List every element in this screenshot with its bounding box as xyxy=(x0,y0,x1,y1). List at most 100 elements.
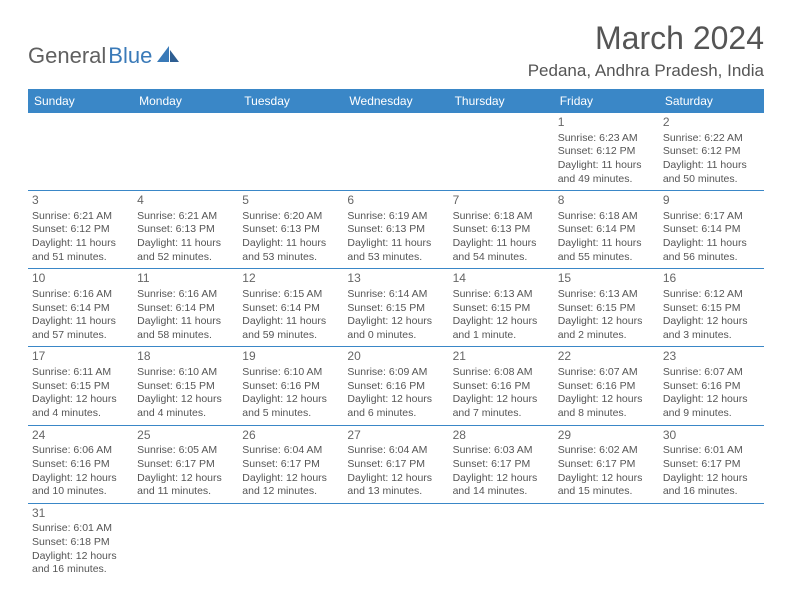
day-info-line: and 53 minutes. xyxy=(347,251,444,265)
day-number: 18 xyxy=(137,349,234,365)
day-number: 20 xyxy=(347,349,444,365)
day-info-line: and 58 minutes. xyxy=(137,329,234,343)
day-info-line: Daylight: 12 hours xyxy=(242,393,339,407)
day-info-line: Sunrise: 6:04 AM xyxy=(242,444,339,458)
day-header: Monday xyxy=(133,89,238,113)
calendar-cell xyxy=(449,503,554,581)
day-info-line: and 1 minute. xyxy=(453,329,550,343)
day-info-line: Sunrise: 6:02 AM xyxy=(558,444,655,458)
day-number: 4 xyxy=(137,193,234,209)
day-info-line: Sunset: 6:13 PM xyxy=(347,223,444,237)
day-info-line: Daylight: 12 hours xyxy=(32,393,129,407)
day-number: 15 xyxy=(558,271,655,287)
day-info-line: Daylight: 11 hours xyxy=(558,237,655,251)
day-info-line: Daylight: 11 hours xyxy=(347,237,444,251)
calendar-cell: 22Sunrise: 6:07 AMSunset: 6:16 PMDayligh… xyxy=(554,347,659,425)
day-info-line: Sunrise: 6:21 AM xyxy=(137,210,234,224)
calendar-cell: 18Sunrise: 6:10 AMSunset: 6:15 PMDayligh… xyxy=(133,347,238,425)
calendar-cell: 19Sunrise: 6:10 AMSunset: 6:16 PMDayligh… xyxy=(238,347,343,425)
day-number: 23 xyxy=(663,349,760,365)
day-number: 27 xyxy=(347,428,444,444)
day-info-line: Sunset: 6:15 PM xyxy=(663,302,760,316)
day-number: 19 xyxy=(242,349,339,365)
calendar-cell: 21Sunrise: 6:08 AMSunset: 6:16 PMDayligh… xyxy=(449,347,554,425)
day-info-line: Sunset: 6:16 PM xyxy=(453,380,550,394)
day-number: 5 xyxy=(242,193,339,209)
day-info-line: Sunset: 6:15 PM xyxy=(453,302,550,316)
day-info-line: and 50 minutes. xyxy=(663,173,760,187)
day-number: 1 xyxy=(558,115,655,131)
calendar-row: 24Sunrise: 6:06 AMSunset: 6:16 PMDayligh… xyxy=(28,425,764,503)
calendar-cell: 29Sunrise: 6:02 AMSunset: 6:17 PMDayligh… xyxy=(554,425,659,503)
day-info-line: Daylight: 11 hours xyxy=(137,237,234,251)
day-info-line: Sunset: 6:17 PM xyxy=(663,458,760,472)
day-info-line: and 53 minutes. xyxy=(242,251,339,265)
day-info-line: Sunset: 6:14 PM xyxy=(663,223,760,237)
calendar-cell: 25Sunrise: 6:05 AMSunset: 6:17 PMDayligh… xyxy=(133,425,238,503)
calendar-cell: 9Sunrise: 6:17 AMSunset: 6:14 PMDaylight… xyxy=(659,191,764,269)
day-info-line: Sunset: 6:14 PM xyxy=(137,302,234,316)
day-info-line: Sunset: 6:17 PM xyxy=(242,458,339,472)
day-info-line: Sunrise: 6:01 AM xyxy=(32,522,129,536)
day-info-line: Daylight: 12 hours xyxy=(347,393,444,407)
day-info-line: Daylight: 12 hours xyxy=(453,472,550,486)
day-info-line: and 3 minutes. xyxy=(663,329,760,343)
calendar-cell: 30Sunrise: 6:01 AMSunset: 6:17 PMDayligh… xyxy=(659,425,764,503)
day-info-line: Sunset: 6:13 PM xyxy=(242,223,339,237)
day-info-line: Sunset: 6:17 PM xyxy=(137,458,234,472)
day-info-line: Daylight: 12 hours xyxy=(242,472,339,486)
day-info-line: Sunset: 6:12 PM xyxy=(558,145,655,159)
calendar-cell: 20Sunrise: 6:09 AMSunset: 6:16 PMDayligh… xyxy=(343,347,448,425)
day-info-line: and 12 minutes. xyxy=(242,485,339,499)
calendar-row: 1Sunrise: 6:23 AMSunset: 6:12 PMDaylight… xyxy=(28,113,764,191)
day-info-line: Daylight: 12 hours xyxy=(663,472,760,486)
calendar-cell: 15Sunrise: 6:13 AMSunset: 6:15 PMDayligh… xyxy=(554,269,659,347)
day-info-line: Sunset: 6:12 PM xyxy=(663,145,760,159)
calendar-row: 31Sunrise: 6:01 AMSunset: 6:18 PMDayligh… xyxy=(28,503,764,581)
day-info-line: Daylight: 11 hours xyxy=(137,315,234,329)
day-info-line: Sunrise: 6:09 AM xyxy=(347,366,444,380)
day-header: Wednesday xyxy=(343,89,448,113)
day-info-line: Sunrise: 6:20 AM xyxy=(242,210,339,224)
day-info-line: Daylight: 12 hours xyxy=(32,472,129,486)
day-number: 14 xyxy=(453,271,550,287)
day-info-line: Daylight: 12 hours xyxy=(453,315,550,329)
day-info-line: Daylight: 12 hours xyxy=(137,393,234,407)
day-info-line: Daylight: 12 hours xyxy=(558,472,655,486)
calendar-table: Sunday Monday Tuesday Wednesday Thursday… xyxy=(28,89,764,581)
day-info-line: and 4 minutes. xyxy=(32,407,129,421)
day-info-line: Sunset: 6:16 PM xyxy=(663,380,760,394)
day-info-line: Daylight: 12 hours xyxy=(663,315,760,329)
calendar-cell: 10Sunrise: 6:16 AMSunset: 6:14 PMDayligh… xyxy=(28,269,133,347)
day-info-line: Daylight: 12 hours xyxy=(137,472,234,486)
calendar-cell: 7Sunrise: 6:18 AMSunset: 6:13 PMDaylight… xyxy=(449,191,554,269)
day-info-line: and 11 minutes. xyxy=(137,485,234,499)
calendar-cell: 28Sunrise: 6:03 AMSunset: 6:17 PMDayligh… xyxy=(449,425,554,503)
day-info-line: Sunset: 6:14 PM xyxy=(242,302,339,316)
calendar-cell xyxy=(28,113,133,191)
day-info-line: Daylight: 12 hours xyxy=(558,393,655,407)
day-info-line: and 5 minutes. xyxy=(242,407,339,421)
calendar-cell: 3Sunrise: 6:21 AMSunset: 6:12 PMDaylight… xyxy=(28,191,133,269)
day-info-line: and 15 minutes. xyxy=(558,485,655,499)
calendar-cell: 5Sunrise: 6:20 AMSunset: 6:13 PMDaylight… xyxy=(238,191,343,269)
calendar-cell xyxy=(238,113,343,191)
calendar-cell: 14Sunrise: 6:13 AMSunset: 6:15 PMDayligh… xyxy=(449,269,554,347)
day-info-line: and 16 minutes. xyxy=(32,563,129,577)
day-info-line: Sunset: 6:15 PM xyxy=(32,380,129,394)
calendar-cell xyxy=(343,113,448,191)
day-header: Friday xyxy=(554,89,659,113)
sail-icon xyxy=(155,44,181,69)
day-info-line: Daylight: 12 hours xyxy=(558,315,655,329)
day-header-row: Sunday Monday Tuesday Wednesday Thursday… xyxy=(28,89,764,113)
day-info-line: Sunrise: 6:07 AM xyxy=(663,366,760,380)
day-info-line: Sunrise: 6:22 AM xyxy=(663,132,760,146)
day-number: 22 xyxy=(558,349,655,365)
day-info-line: Sunrise: 6:01 AM xyxy=(663,444,760,458)
day-info-line: Daylight: 11 hours xyxy=(32,237,129,251)
day-number: 16 xyxy=(663,271,760,287)
day-info-line: and 51 minutes. xyxy=(32,251,129,265)
day-info-line: Sunset: 6:16 PM xyxy=(32,458,129,472)
day-info-line: Sunrise: 6:06 AM xyxy=(32,444,129,458)
calendar-cell: 27Sunrise: 6:04 AMSunset: 6:17 PMDayligh… xyxy=(343,425,448,503)
